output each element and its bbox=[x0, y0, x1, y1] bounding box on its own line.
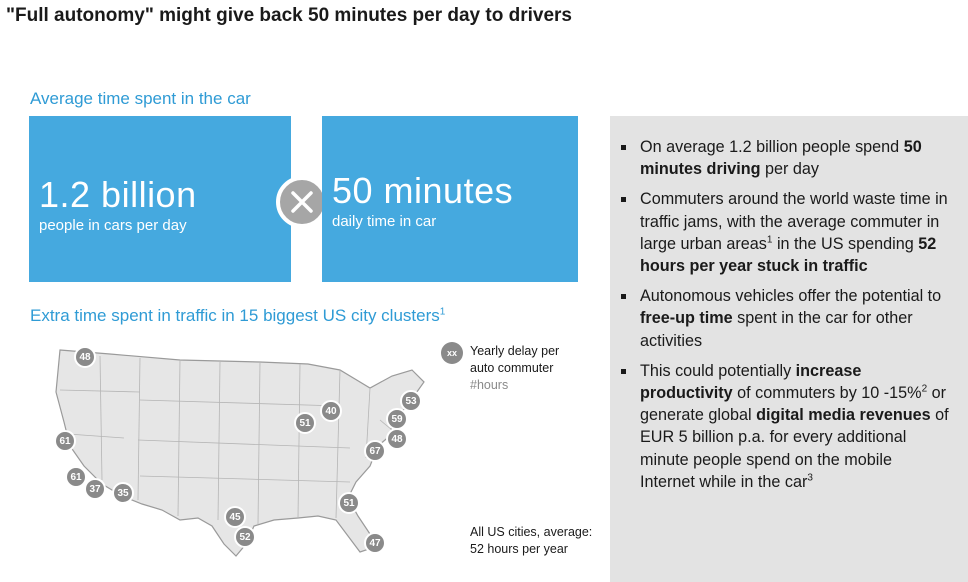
city-pin: 37 bbox=[84, 478, 106, 500]
people-value: 1.2 billion bbox=[39, 174, 197, 215]
city-pin: 59 bbox=[386, 408, 408, 430]
city-pin: 51 bbox=[338, 492, 360, 514]
bullet-item: Autonomous vehicles offer the potential … bbox=[610, 285, 968, 352]
us-average-note: All US cities, average: 52 hours per yea… bbox=[470, 524, 592, 558]
legend-line: Yearly delay per bbox=[470, 344, 560, 358]
minutes-label: daily time in car bbox=[332, 213, 437, 230]
note-line: All US cities, average: bbox=[470, 525, 593, 539]
avg-time-heading: Average time spent in the car bbox=[30, 89, 251, 108]
city-pin: 52 bbox=[234, 526, 256, 548]
us-map: 48 61 61 37 35 51 40 53 59 48 67 51 45 5… bbox=[40, 330, 460, 570]
minutes-value: 50 minutes bbox=[332, 170, 514, 211]
legend-unit: #hours bbox=[470, 378, 509, 392]
city-pin: 53 bbox=[400, 390, 422, 412]
city-pin: 47 bbox=[364, 532, 386, 554]
city-pin: 61 bbox=[65, 466, 87, 488]
summary-panel: On average 1.2 billion people spend 50 m… bbox=[610, 116, 968, 582]
city-pin: 40 bbox=[320, 400, 342, 422]
bullet-list: On average 1.2 billion people spend 50 m… bbox=[610, 136, 968, 501]
people-stat-box: 1.2 billion people in cars per day bbox=[29, 116, 291, 282]
bullet-item: Commuters around the world waste time in… bbox=[610, 188, 968, 277]
map-legend: Yearly delay per auto commuter #hours bbox=[470, 343, 559, 394]
city-pin: 45 bbox=[224, 506, 246, 528]
times-icon bbox=[276, 176, 328, 228]
legend-line: auto commuter bbox=[470, 361, 554, 375]
city-pin: 51 bbox=[294, 412, 316, 434]
city-pin: 67 bbox=[364, 440, 386, 462]
page-title: "Full autonomy" might give back 50 minut… bbox=[6, 5, 572, 26]
legend-pin: xx bbox=[441, 342, 463, 364]
people-label: people in cars per day bbox=[39, 217, 187, 234]
note-line: 52 hours per year bbox=[470, 542, 568, 556]
minutes-stat-box: 50 minutes daily time in car bbox=[322, 116, 578, 282]
traffic-heading-footnote: 1 bbox=[439, 306, 446, 318]
traffic-heading-text: Extra time spent in traffic in 15 bigges… bbox=[30, 306, 440, 325]
traffic-heading: Extra time spent in traffic in 15 bigges… bbox=[30, 306, 445, 326]
city-pin: 61 bbox=[54, 430, 76, 452]
bullet-item: On average 1.2 billion people spend 50 m… bbox=[610, 136, 968, 180]
city-pin: 48 bbox=[386, 428, 408, 450]
bullet-item: This could potentially increase producti… bbox=[610, 360, 968, 493]
city-pin: 48 bbox=[74, 346, 96, 368]
city-pin: 35 bbox=[112, 482, 134, 504]
